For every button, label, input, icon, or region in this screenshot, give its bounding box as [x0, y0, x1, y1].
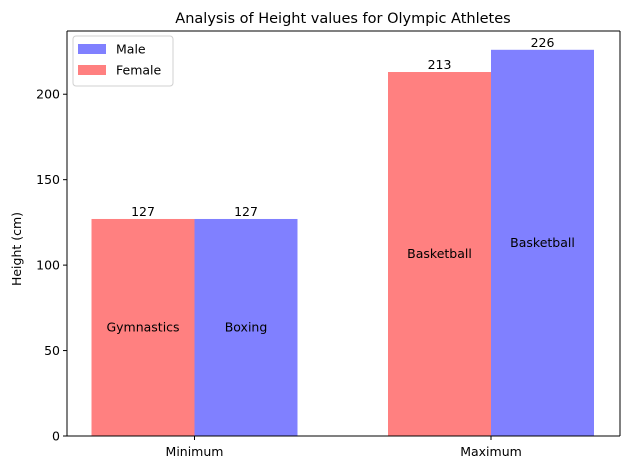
bar-sport-label: Basketball — [510, 235, 575, 250]
y-axis-label: Height (cm) — [9, 212, 24, 286]
bar-value-label: 213 — [428, 57, 452, 72]
legend-swatch-female — [78, 65, 106, 75]
x-tick-label: Maximum — [460, 444, 522, 459]
y-tick-label: 0 — [52, 429, 60, 444]
legend-label-female: Female — [116, 63, 162, 78]
legend-swatch-male — [78, 44, 106, 54]
legend-label-male: Male — [116, 42, 146, 57]
bar-female-minimum — [91, 218, 195, 436]
bar-value-label: 127 — [234, 204, 258, 219]
y-tick-label: 150 — [36, 172, 60, 187]
bar-female-maximum — [388, 72, 491, 436]
bar-value-label: 127 — [131, 204, 155, 219]
bar-sport-label: Basketball — [407, 246, 472, 261]
x-tick-label: Minimum — [166, 444, 224, 459]
bar-value-label: 226 — [531, 35, 555, 50]
y-tick-label: 200 — [36, 87, 60, 102]
bar-sport-label: Gymnastics — [106, 319, 179, 334]
y-tick-label: 100 — [36, 258, 60, 273]
bar-male-minimum — [194, 218, 298, 436]
bar-sport-label: Boxing — [225, 319, 268, 334]
y-tick-label: 50 — [44, 343, 60, 358]
plot-area: 127 Gymnastics 213 Basketball 127 Boxing 226 Ba… — [36, 30, 621, 459]
bar-male-maximum — [491, 49, 594, 436]
chart-title: Analysis of Height values for Olympic At… — [175, 11, 510, 27]
